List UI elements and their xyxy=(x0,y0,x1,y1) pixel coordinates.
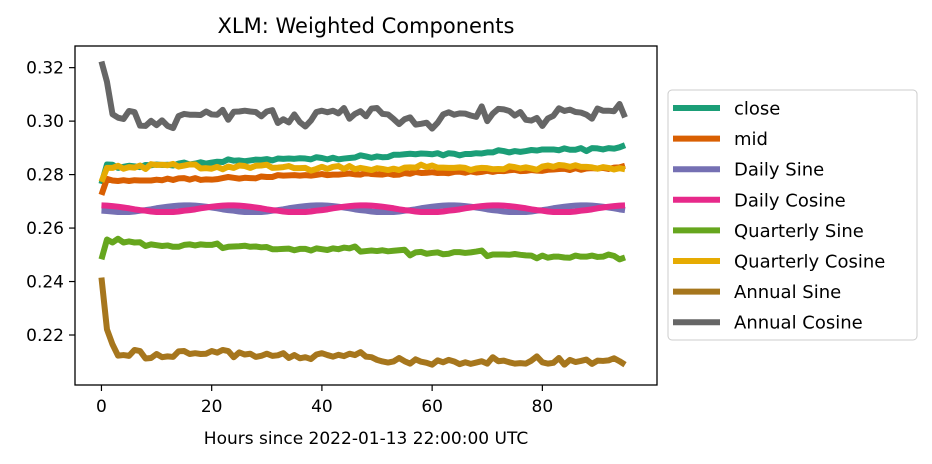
x-tick-label: 40 xyxy=(311,397,333,417)
legend-label: Daily Sine xyxy=(734,160,824,181)
y-tick-label: 0.24 xyxy=(26,273,64,293)
series-line-8 xyxy=(98,60,628,132)
legend-frame xyxy=(667,89,918,341)
x-tick-label: 60 xyxy=(421,397,443,417)
legend-entries: close mid Daily Sine Daily Cosine Quarterly … xyxy=(673,99,885,334)
series-line-7 xyxy=(98,277,627,368)
x-tick-label: 80 xyxy=(532,397,554,417)
ticks-layer: 0 20 40 60 80 0.22 0.24 0.26 0.28 0.30 0.32 xyxy=(26,59,553,417)
y-tick-label: 0.26 xyxy=(26,219,64,239)
legend-label: Annual Cosine xyxy=(734,313,863,334)
series-layer xyxy=(98,60,628,368)
y-tick-label: 0.30 xyxy=(26,112,64,132)
legend-label: Quarterly Cosine xyxy=(734,252,885,273)
y-tick-label: 0.28 xyxy=(26,166,64,186)
legend-label: close xyxy=(734,99,780,120)
series-line-6 xyxy=(98,160,626,183)
legend-label: Daily Cosine xyxy=(734,190,846,211)
chart-title: XLM: Weighted Components xyxy=(218,14,515,38)
plot-area-frame xyxy=(74,45,658,386)
legend: close mid Daily Sine Daily Cosine Quarterly … xyxy=(667,89,918,341)
y-tick-label: 0.22 xyxy=(26,326,64,346)
legend-label: Quarterly Sine xyxy=(734,221,864,242)
x-axis-label: Hours since 2022-01-13 22:00:00 UTC xyxy=(204,429,528,449)
x-tick-label: 0 xyxy=(96,397,107,417)
legend-label: mid xyxy=(734,129,768,150)
x-tick-label: 20 xyxy=(201,397,223,417)
legend-label: Annual Sine xyxy=(734,282,841,303)
series-line-4 xyxy=(101,202,626,216)
series-line-5 xyxy=(98,235,626,263)
y-tick-label: 0.32 xyxy=(26,59,64,79)
